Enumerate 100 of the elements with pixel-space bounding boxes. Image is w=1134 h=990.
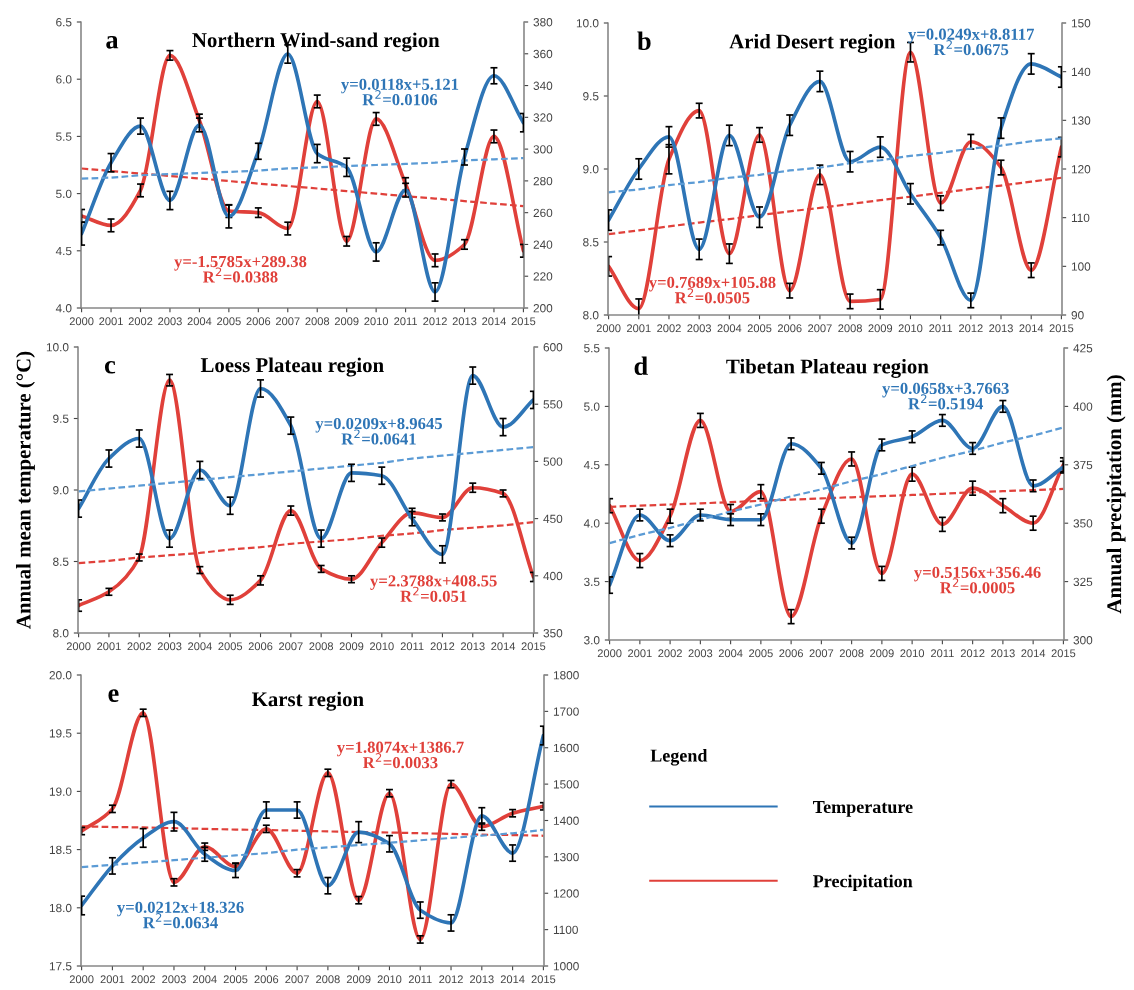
y2-tick-label: 375 (1073, 460, 1093, 470)
y-tick-label: 9.0 (53, 486, 69, 495)
y2-tick-label: 340 (533, 81, 553, 90)
x-tick-label: 2011 (394, 317, 417, 326)
annotation: b (637, 31, 651, 51)
y-tick-label: 3.5 (584, 577, 600, 586)
y-tick-label: 19.0 (49, 787, 72, 796)
y-tick-label: 3.0 (584, 636, 600, 645)
annotation: y=0.5156x+356.46 R$^{2}$=0.0005 (914, 566, 1041, 594)
x-tick-label: 2011 (400, 642, 424, 651)
x-tick-label: 2004 (188, 642, 212, 651)
y2-tick-label: 240 (533, 240, 553, 249)
x-tick-label: 2015 (521, 642, 546, 651)
y2-tick-label: 150 (1071, 19, 1091, 28)
y2-tick-label: 300 (533, 145, 553, 154)
x-tick-label: 2008 (839, 649, 864, 658)
y2-tick-label: 320 (533, 113, 553, 122)
x-tick-label: 2014 (491, 642, 516, 651)
y2-tick-label: 1600 (553, 743, 579, 753)
x-tick-label: 2015 (531, 975, 556, 984)
y2-tick-label: 120 (1071, 165, 1091, 174)
y2-tick-label: 400 (543, 571, 563, 581)
x-tick-label: 2003 (687, 324, 712, 333)
y2-tick-label: 1100 (553, 925, 578, 935)
chart-title: Tibetan Plateau region (726, 358, 929, 378)
x-tick-label: 2001 (628, 649, 652, 658)
y-tick-label: 9.5 (583, 92, 599, 101)
x-tick-label: 2005 (217, 317, 241, 326)
annotation: c (104, 360, 116, 374)
chart-title: Arid Desert region (729, 33, 896, 53)
y2-tick-label: 90 (1071, 311, 1084, 320)
x-tick-label: 2009 (334, 317, 359, 326)
y2-tick-label: 350 (1073, 519, 1093, 528)
x-tick-label: 2009 (339, 642, 364, 651)
y-tick-label: 18.0 (49, 903, 72, 913)
x-tick-label: 2004 (192, 975, 217, 984)
y2-tick-label: 1500 (553, 780, 579, 789)
x-tick-label: 2003 (688, 649, 713, 658)
legend-title: Legend (650, 749, 708, 766)
y2-tick-label: 140 (1071, 67, 1091, 77)
y-tick-label: 19.5 (49, 729, 72, 738)
y-tick-label: 8.0 (583, 311, 599, 320)
y-tick-label: 8.5 (583, 238, 599, 247)
chart-title: Loess Plateau region (200, 357, 384, 377)
x-tick-label: 2012 (423, 317, 447, 326)
text: Karst region (251, 691, 364, 711)
x-tick-label: 2015 (511, 317, 536, 326)
y2-tick-label: 110 (1071, 213, 1090, 223)
x-tick-label: 2012 (959, 324, 983, 333)
annotation: d (634, 356, 648, 376)
x-tick-label: 2002 (658, 649, 682, 658)
x-tick-label: 2013 (989, 324, 1013, 333)
x-tick-label: 2000 (66, 642, 91, 651)
x-tick-label: 2001 (97, 642, 121, 651)
x-tick-label: 2000 (596, 324, 621, 333)
x-tick-label: 2010 (898, 324, 923, 333)
y-tick-label: 10.0 (576, 19, 599, 28)
x-tick-label: 2001 (626, 324, 651, 333)
x-tick-label: 2003 (157, 642, 182, 651)
y2-tick-label: 1400 (553, 816, 579, 825)
y-tick-label: 4.0 (583, 519, 600, 528)
x-tick-label: 2011 (408, 975, 432, 984)
text: Temperature (813, 801, 913, 817)
x-tick-label: 2012 (439, 975, 463, 984)
text: Precipitation (813, 874, 913, 891)
y-tick-label: 5.5 (584, 344, 600, 353)
x-tick-label: 2002 (131, 975, 155, 984)
y-tick-label: 10.0 (46, 343, 69, 352)
y2-tick-label: 325 (1073, 577, 1093, 586)
y2-tick-label: 280 (533, 176, 553, 186)
annotation: y=0.7689x+105.88 R$^{2}$=0.0505 (648, 276, 776, 304)
x-tick-label: 2012 (430, 642, 455, 651)
x-tick-label: 2011 (931, 649, 954, 658)
x-tick-label: 2010 (377, 975, 402, 984)
x-tick-label: 2002 (127, 642, 152, 651)
x-tick-label: 2007 (279, 642, 303, 651)
x-tick-label: 2003 (162, 975, 186, 984)
y-tick-label: 4.5 (583, 460, 600, 470)
y-tick-label: 9.5 (53, 414, 69, 423)
x-tick-label: 2010 (900, 649, 925, 658)
x-tick-label: 2010 (364, 317, 389, 326)
y2-tick-label: 400 (1073, 402, 1093, 411)
x-tick-label: 2007 (808, 324, 832, 333)
x-tick-label: 2013 (452, 317, 477, 326)
x-tick-label: 2005 (749, 649, 773, 658)
y2-tick-label: 260 (533, 208, 553, 218)
chart-title: Northern Wind-sand region (192, 32, 440, 52)
x-tick-label: 2000 (597, 649, 622, 658)
x-tick-label: 2007 (275, 317, 300, 326)
y-tick-label: 17.5 (49, 962, 72, 971)
x-tick-label: 2015 (1049, 324, 1074, 333)
x-tick-label: 2008 (309, 642, 334, 651)
y2-tick-label: 1000 (553, 962, 579, 971)
y-tick-label: 5.5 (56, 132, 72, 141)
x-tick-label: 2008 (838, 324, 862, 333)
x-tick-label: 2003 (158, 317, 182, 326)
y-tick-label: 8.0 (53, 629, 69, 638)
x-tick-label: 2004 (717, 324, 742, 333)
x-tick-label: 2014 (482, 317, 506, 326)
x-tick-label: 2010 (370, 642, 394, 651)
